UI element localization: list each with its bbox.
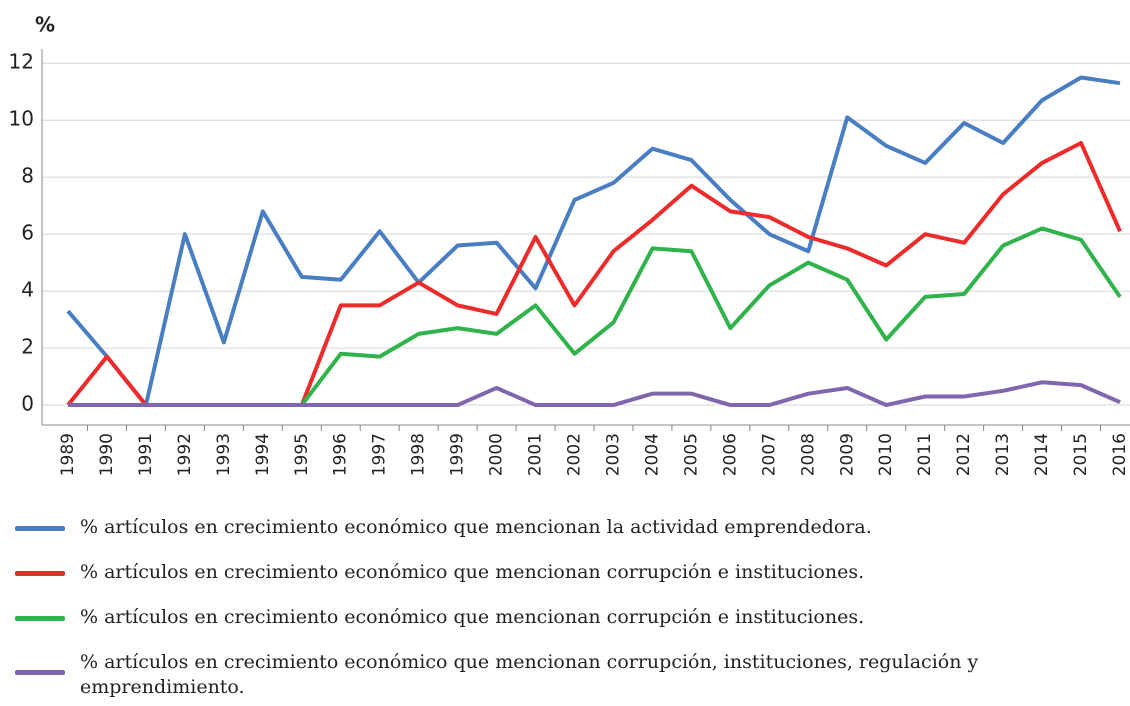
legend-label: % artículos en crecimiento económico que… xyxy=(80,516,872,538)
legend-label: % artículos en crecimiento económico que… xyxy=(80,651,979,698)
y-tick-label: 2 xyxy=(21,335,34,359)
legend-label: % artículos en crecimiento económico que… xyxy=(80,561,865,583)
x-tick-label: 1995 xyxy=(292,433,312,476)
x-tick-label: 2012 xyxy=(954,433,974,476)
y-tick-label: 10 xyxy=(9,107,34,131)
legend-item: % artículos en crecimiento económico que… xyxy=(0,550,1130,595)
x-tick-label: 2014 xyxy=(1032,433,1052,476)
y-tick-label: 8 xyxy=(21,164,34,188)
line-series xyxy=(68,226,1122,408)
x-tick-label: 2003 xyxy=(603,433,623,476)
legend-swatch xyxy=(15,616,65,621)
x-tick-label: 2013 xyxy=(993,433,1013,476)
x-tick-label: 2009 xyxy=(837,433,857,476)
legend-swatch xyxy=(15,670,65,675)
x-tick-label: 2006 xyxy=(720,433,740,476)
x-tick-label: 2004 xyxy=(642,433,662,476)
x-tick-label: 2000 xyxy=(487,433,507,476)
legend: % artículos en crecimiento económico que… xyxy=(0,505,1130,700)
x-tick-label: 1994 xyxy=(253,433,273,476)
legend-swatch xyxy=(15,571,65,576)
y-axis-label: % xyxy=(35,13,55,37)
x-tick-label: 2011 xyxy=(915,433,935,476)
x-tick-label: 1992 xyxy=(175,433,195,476)
legend-item: % artículos en crecimiento económico que… xyxy=(0,505,1130,550)
y-tick-label: 6 xyxy=(21,221,34,245)
x-tick-label: 2005 xyxy=(681,433,701,476)
legend-label: % artículos en crecimiento económico que… xyxy=(80,606,865,628)
x-tick-label: 2008 xyxy=(798,433,818,476)
x-tick-label: 1997 xyxy=(370,433,390,476)
chart: % 0 2 4 6 8 10 12 1989 1990 1991 1992 1993 1994 1995 1… xyxy=(9,13,1130,476)
x-tick-label: 2015 xyxy=(1071,433,1091,476)
legend-item: % artículos en crecimiento económico que… xyxy=(0,640,1130,700)
x-tick-label: 1996 xyxy=(331,433,351,476)
x-tick-label: 1990 xyxy=(97,433,117,476)
x-tick-label: 2002 xyxy=(565,433,585,476)
x-tick-label: 1998 xyxy=(409,433,429,476)
line-series xyxy=(66,141,1122,408)
x-tick-label: 1991 xyxy=(136,433,156,476)
legend-item: % artículos en crecimiento económico que… xyxy=(0,595,1130,640)
x-tick-label: 2010 xyxy=(876,433,896,476)
y-tick-label: 0 xyxy=(21,392,34,416)
y-tick-label: 4 xyxy=(21,278,34,302)
legend-swatch xyxy=(15,526,65,531)
x-tick-label: 1993 xyxy=(214,433,234,476)
x-tick-label: 1999 xyxy=(448,433,468,476)
line-series xyxy=(68,380,1121,408)
x-tick-label: 2016 xyxy=(1110,433,1130,476)
x-tick-label: 2001 xyxy=(526,433,546,476)
x-tick-label: 1989 xyxy=(58,433,78,476)
y-tick-label: 12 xyxy=(9,50,34,74)
x-tick-label: 2007 xyxy=(759,433,779,476)
line-series xyxy=(66,75,1121,408)
